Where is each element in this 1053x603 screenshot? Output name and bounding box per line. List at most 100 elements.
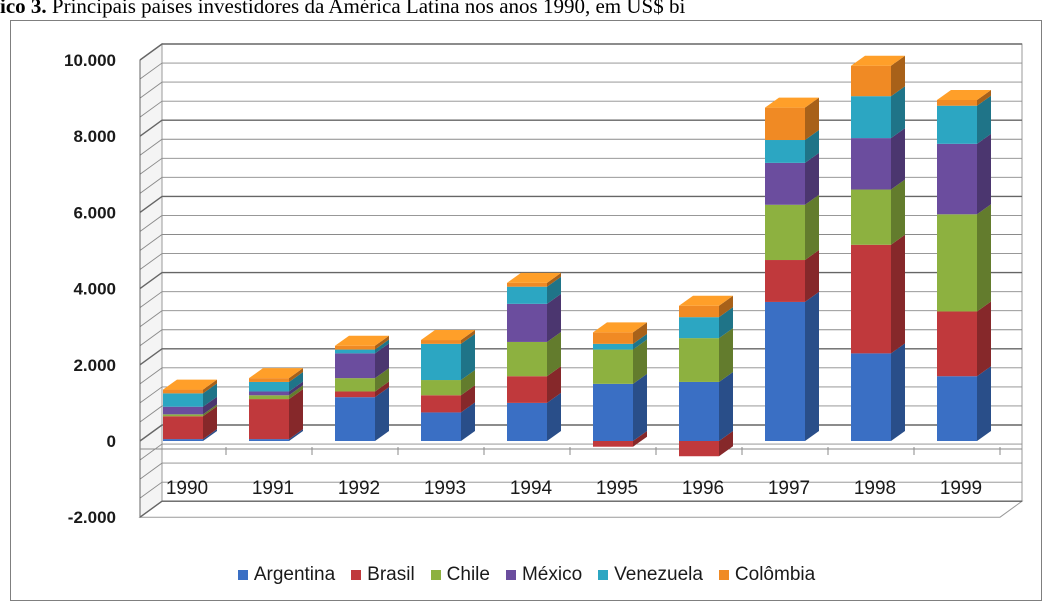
bar-segment-venezuela — [593, 343, 633, 350]
minor-gridline — [139, 253, 1022, 270]
bar-side-venezuela — [719, 307, 733, 339]
bar-segment-brasil — [679, 441, 719, 457]
bar-side-argentina — [547, 392, 561, 441]
x-tick-label: 1996 — [682, 478, 724, 499]
bar-side-venezuela — [891, 86, 905, 139]
legend-label: Chile — [446, 564, 490, 585]
bar-segment-méxico — [765, 162, 805, 205]
bar-segment-argentina — [421, 412, 461, 441]
x-tick-label: 1993 — [424, 478, 466, 499]
bar-top-colômbia — [765, 97, 819, 108]
bar-side-brasil — [461, 385, 475, 413]
bar-side-méxico — [891, 128, 905, 190]
bar-side-brasil — [547, 366, 561, 403]
bar-top-colômbia — [679, 295, 733, 306]
bar-side-brasil — [375, 381, 389, 398]
bar-top-colômbia — [507, 272, 561, 283]
bar-side-colômbia — [289, 368, 303, 382]
bar-side-brasil — [805, 250, 819, 302]
bar-side-chile — [203, 404, 217, 417]
bar-side-argentina — [289, 429, 303, 441]
bar-side-brasil — [289, 389, 303, 440]
bar-segment-colômbia — [593, 332, 633, 344]
minor-gridline — [139, 176, 1022, 194]
bar-side-venezuela — [375, 339, 389, 354]
bar-segment-argentina — [765, 301, 805, 441]
bar-segment-brasil — [851, 244, 891, 354]
bar-side-argentina — [375, 387, 389, 441]
y-tick-label: 6.000 — [73, 203, 116, 222]
bar-segment-venezuela — [679, 317, 719, 339]
bar-segment-brasil — [593, 441, 633, 447]
legend-item: Colômbia — [718, 564, 816, 586]
bar-side-argentina — [461, 402, 475, 441]
bar-side-argentina — [977, 366, 991, 441]
bar-side-chile — [805, 194, 819, 261]
major-gridline — [139, 348, 1022, 366]
bar-side-colômbia — [547, 272, 561, 287]
bar-side-brasil — [891, 234, 905, 354]
bar-side-brasil — [633, 431, 647, 447]
bar-segment-venezuela — [765, 140, 805, 163]
major-gridline — [139, 500, 1022, 518]
legend-label: México — [521, 564, 583, 585]
bar-side-chile — [289, 385, 303, 400]
x-tick-label: 1992 — [338, 478, 380, 499]
y-tick-label: 8.000 — [73, 127, 116, 146]
legend-item: Argentina — [237, 564, 335, 586]
legend-label: Colômbia — [734, 564, 816, 585]
bar-side-venezuela — [805, 130, 819, 163]
bar-side-argentina — [891, 343, 905, 441]
bar-segment-argentina — [249, 439, 289, 441]
minor-gridline — [139, 157, 1022, 175]
legend-item: Chile — [430, 564, 490, 586]
bar-side-venezuela — [977, 95, 991, 144]
bar-side-venezuela — [633, 333, 647, 350]
minor-gridline — [139, 329, 1022, 347]
x-tick-label: 1995 — [596, 478, 638, 499]
minor-gridline — [139, 443, 1022, 461]
bar-segment-argentina — [335, 397, 375, 441]
legend-swatch — [505, 570, 516, 580]
bar-side-colômbia — [891, 55, 905, 97]
bar-side-méxico — [805, 152, 819, 205]
bar-side-méxico — [203, 396, 217, 415]
bar-segment-colômbia — [937, 100, 977, 106]
bar-side-venezuela — [289, 371, 303, 392]
bar-side-chile — [375, 368, 389, 392]
bar-side-venezuela — [461, 333, 475, 381]
caption-text: Principais países investidores da Améric… — [46, 0, 686, 18]
y-tick-label: 4.000 — [73, 280, 116, 299]
minor-gridline — [139, 81, 1022, 99]
legend-label: Brasil — [367, 564, 415, 585]
bar-segment-chile — [593, 349, 633, 384]
minor-gridline — [139, 234, 1022, 251]
minor-gridline — [139, 405, 1022, 423]
legend-swatch — [718, 570, 729, 580]
bar-side-chile — [633, 339, 647, 384]
bar-side-colômbia — [203, 379, 217, 394]
y-tick-label: -2.000 — [68, 508, 116, 527]
bar-segment-argentina — [851, 353, 891, 441]
bar-segment-méxico — [937, 143, 977, 215]
major-gridline — [139, 43, 1022, 61]
minor-gridline — [139, 62, 1022, 80]
chart-legend: Argentina Brasil Chile México Venezuela Colôm… — [0, 562, 1053, 588]
bar-side-venezuela — [547, 276, 561, 304]
major-gridline — [139, 271, 1022, 290]
bar-segment-venezuela — [937, 105, 977, 144]
bar-segment-brasil — [163, 416, 203, 440]
bar-top-colômbia — [335, 335, 389, 346]
bar-segment-venezuela — [163, 393, 203, 407]
legend-label: Venezuela — [614, 564, 703, 585]
bar-side-chile — [719, 328, 733, 382]
legend-item: Brasil — [351, 564, 415, 586]
legend-swatch — [237, 570, 248, 580]
minor-gridline — [139, 386, 1022, 404]
legend-swatch — [351, 570, 362, 580]
bar-segment-brasil — [765, 260, 805, 302]
minor-gridline — [139, 367, 1022, 385]
bar-side-colômbia — [977, 90, 991, 106]
bar-side-méxico — [289, 381, 303, 396]
minor-gridline — [139, 462, 1022, 480]
